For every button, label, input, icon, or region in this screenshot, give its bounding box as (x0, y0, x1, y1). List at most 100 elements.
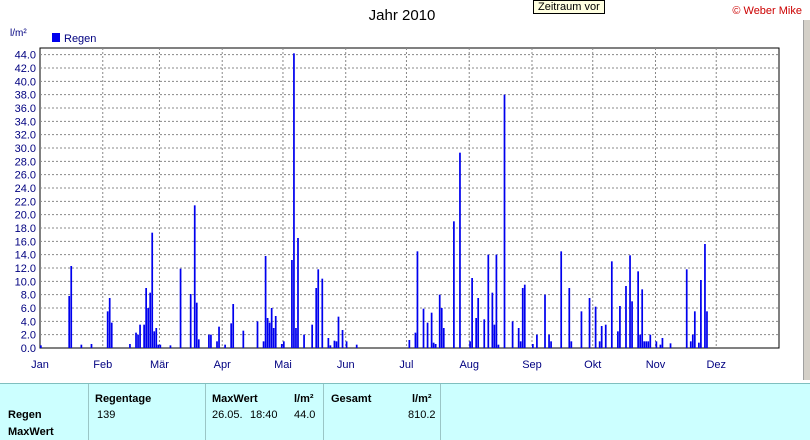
rain-bar (155, 328, 158, 348)
rain-bar (568, 288, 571, 348)
y-tick-label: 8.0 (21, 290, 36, 302)
rain-bar (137, 334, 139, 348)
rain-bar (268, 322, 271, 348)
rain-bar (493, 324, 496, 348)
rain-bar (218, 326, 220, 348)
rain-bar (610, 261, 613, 348)
rain-bar (531, 344, 534, 348)
rain-bar (536, 334, 538, 348)
legend-swatch (52, 33, 60, 42)
rain-bar (548, 334, 550, 348)
y-tick-label: 36.0 (15, 103, 36, 115)
rain-bar (280, 344, 283, 348)
rain-bar (70, 266, 73, 348)
summary-maxwert-column: MaxWert l/m² 26.05. 18:40 44.0 (206, 384, 324, 440)
rain-bar (637, 271, 639, 348)
rain-bar (106, 311, 109, 348)
summary-regentage-column: Regentage 139 (89, 384, 206, 440)
row-label-regen: Regen (8, 409, 42, 421)
rain-bar (495, 254, 498, 348)
rain-bar (580, 311, 583, 348)
y-tick-label: 34.0 (15, 116, 36, 128)
rain-bar (491, 292, 494, 348)
rain-bar (193, 205, 196, 348)
rain-bar (643, 341, 646, 348)
y-tick-label: 10.0 (15, 276, 36, 288)
rain-bar (693, 311, 696, 348)
rain-bar (517, 328, 520, 348)
rain-bar (341, 330, 344, 348)
rain-bar (210, 334, 212, 348)
rain-bar (440, 308, 443, 348)
y-tick-label: 28.0 (15, 156, 36, 168)
rain-bar (625, 286, 627, 348)
rain-bar (295, 328, 297, 348)
rain-bar (266, 318, 269, 348)
rain-bar (416, 251, 419, 348)
y-tick-label: 0.0 (21, 343, 36, 355)
x-tick-label: Apr (214, 359, 231, 371)
y-tick-label: 26.0 (15, 170, 36, 182)
y-tick-label: 32.0 (15, 130, 36, 142)
y-tick-label: 40.0 (15, 76, 36, 88)
rain-bar (153, 331, 156, 348)
y-tick-label: 12.0 (15, 263, 36, 275)
rain-bar (594, 306, 597, 348)
x-tick-label: Aug (459, 359, 479, 371)
rain-bar (189, 294, 192, 348)
rain-bar (685, 269, 688, 348)
rain-bar (135, 332, 137, 348)
rain-bar (230, 323, 233, 348)
rain-bar (617, 331, 619, 348)
rain-bar (293, 53, 295, 348)
regentage-header: Regentage (95, 393, 152, 405)
y-tick-label: 30.0 (15, 143, 36, 155)
rain-bar (641, 289, 644, 348)
y-tick-label: 6.0 (21, 303, 36, 315)
rain-bar (647, 341, 650, 348)
rain-bar (143, 324, 145, 348)
rain-bar (600, 326, 603, 348)
rain-bar (639, 334, 642, 348)
x-tick-label: Mär (150, 359, 169, 371)
rain-bar (408, 340, 411, 348)
vertical-scrollbar[interactable] (803, 20, 810, 380)
rain-bar (333, 340, 336, 348)
y-tick-label: 18.0 (15, 223, 36, 235)
rain-bar (311, 324, 314, 348)
maxwert-header: MaxWert (212, 393, 258, 405)
x-tick-label: Sep (522, 359, 542, 371)
rain-bar (242, 330, 245, 348)
maxwert-date: 26.05. (212, 409, 243, 421)
rain-bar (706, 311, 708, 348)
x-tick-label: Jan (31, 359, 49, 371)
x-tick-label: Nov (646, 359, 666, 371)
rain-bar (321, 278, 324, 348)
rain-bar (521, 288, 524, 348)
rain-bar (195, 302, 198, 348)
legend-entry-regen: Regen (64, 33, 96, 45)
rain-bar (471, 278, 473, 348)
y-tick-label: 38.0 (15, 90, 36, 102)
x-axis-ticks: Jan Feb Mär Apr Mai Jun Jul Aug Sep Okt Nov Dez (31, 359, 726, 371)
rain-bar (689, 341, 692, 348)
rain-bar (704, 244, 706, 348)
rain-bar (426, 322, 429, 348)
rain-bar (329, 345, 332, 348)
rain-bar (337, 316, 340, 348)
rain-bar (297, 238, 299, 348)
rain-bar (149, 292, 152, 348)
rain-bar (264, 256, 267, 348)
x-tick-label: Okt (584, 359, 601, 371)
rain-bar (442, 328, 445, 348)
gesamt-unit: l/m² (412, 393, 432, 405)
rain-bar (139, 324, 141, 348)
bars (40, 53, 708, 349)
rain-bar (151, 232, 154, 348)
rain-bar (503, 94, 506, 349)
y-axis-unit: l/m² (10, 28, 27, 39)
rain-bar (90, 344, 93, 348)
row-label-maxwert: MaxWert (8, 426, 54, 438)
rain-bar (197, 339, 200, 348)
y-tick-label: 22.0 (15, 196, 36, 208)
